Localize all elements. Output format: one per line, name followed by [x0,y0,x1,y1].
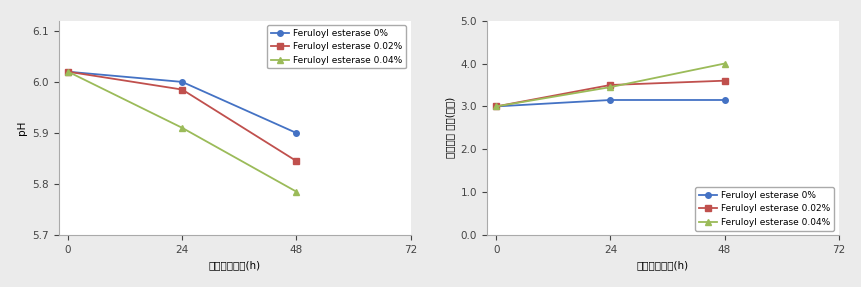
Line: Feruloyl esterase 0.04%: Feruloyl esterase 0.04% [492,61,727,109]
Feruloyl esterase 0.04% [177,126,187,130]
Feruloyl esterase 0% [177,80,187,84]
Line: Feruloyl esterase 0.02%: Feruloyl esterase 0.02% [492,78,727,109]
Line: Feruloyl esterase 0.02%: Feruloyl esterase 0.02% [65,69,299,164]
Feruloyl esterase 0.04% [491,105,501,108]
Line: Feruloyl esterase 0%: Feruloyl esterase 0% [65,69,299,136]
Feruloyl esterase 0.02% [291,159,301,163]
Feruloyl esterase 0% [63,70,73,73]
Feruloyl esterase 0.02% [719,79,729,82]
Feruloyl esterase 0% [491,105,501,108]
X-axis label: 효소처리시간(h): 효소처리시간(h) [208,260,260,270]
Feruloyl esterase 0.04% [63,70,73,73]
Line: Feruloyl esterase 0.04%: Feruloyl esterase 0.04% [65,69,299,195]
Feruloyl esterase 0.02% [604,83,615,87]
Feruloyl esterase 0.02% [63,70,73,73]
Feruloyl esterase 0% [291,131,301,135]
Feruloyl esterase 0.02% [491,105,501,108]
Feruloyl esterase 0% [604,98,615,102]
Line: Feruloyl esterase 0%: Feruloyl esterase 0% [492,97,727,109]
Feruloyl esterase 0.02% [177,88,187,91]
Legend: Feruloyl esterase 0%, Feruloyl esterase 0.02%, Feruloyl esterase 0.04%: Feruloyl esterase 0%, Feruloyl esterase … [694,187,833,230]
Legend: Feruloyl esterase 0%, Feruloyl esterase 0.02%, Feruloyl esterase 0.04%: Feruloyl esterase 0%, Feruloyl esterase … [267,25,406,68]
Feruloyl esterase 0.04% [291,190,301,193]
Feruloyl esterase 0.04% [604,86,615,89]
Feruloyl esterase 0% [719,98,729,102]
Y-axis label: pH: pH [16,121,27,135]
X-axis label: 효소처리시간(h): 효소처리시간(h) [636,260,688,270]
Y-axis label: 고소한향 강도(점수): 고소한향 강도(점수) [444,97,455,158]
Feruloyl esterase 0.04% [719,62,729,65]
